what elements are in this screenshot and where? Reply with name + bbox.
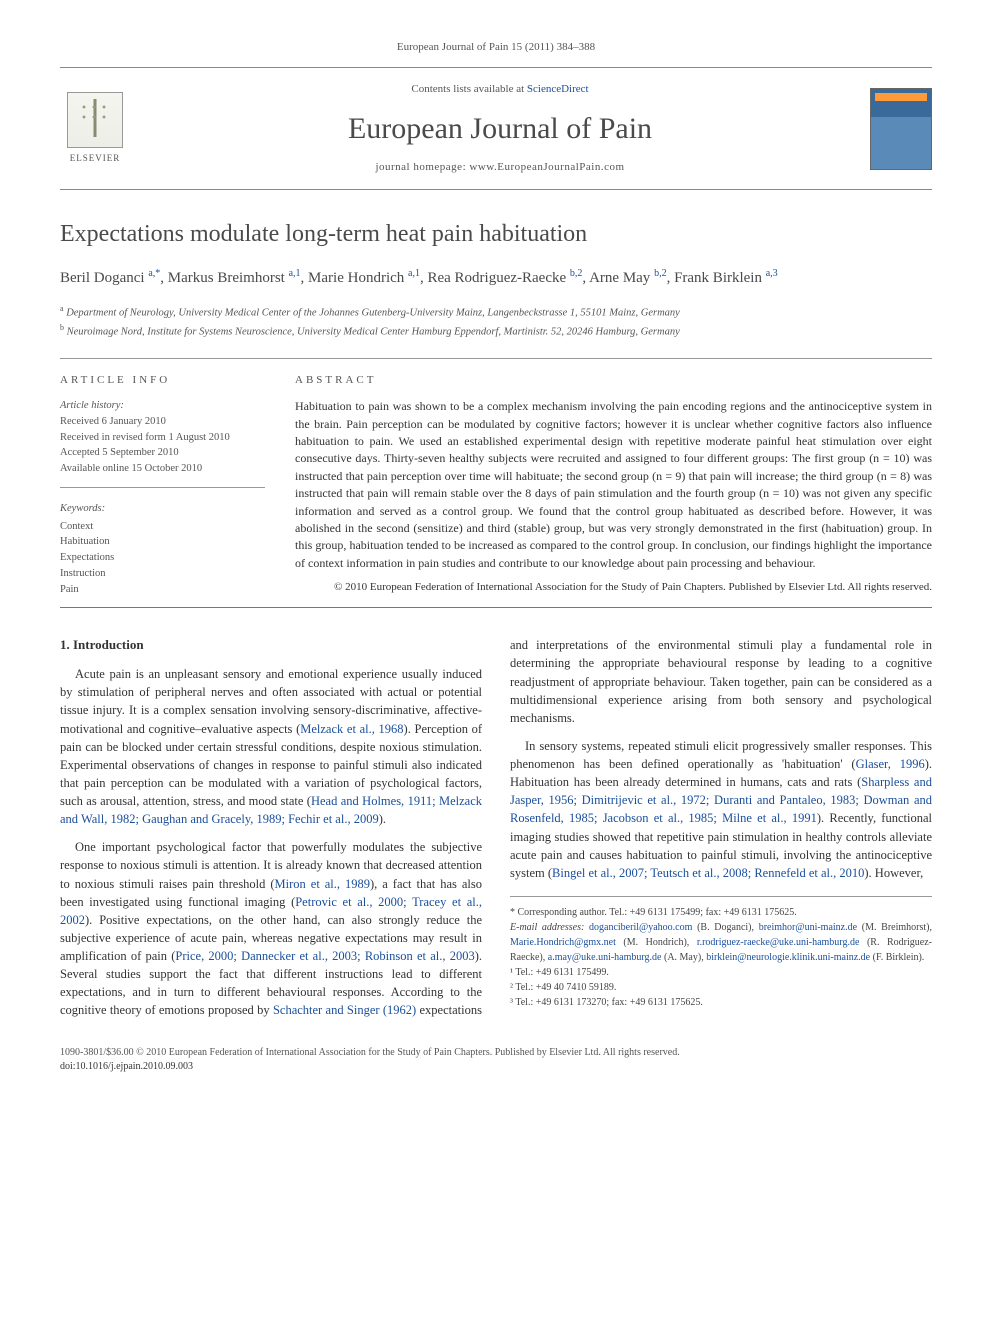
journal-cover-thumbnail (870, 88, 932, 170)
history-line: Accepted 5 September 2010 (60, 445, 265, 461)
section-number: 1. (60, 637, 70, 652)
abstract: ABSTRACT Habituation to pain was shown t… (295, 373, 932, 598)
info-abstract-row: ARTICLE INFO Article history: Received 6… (60, 373, 932, 598)
keywords-label: Keywords: (60, 502, 265, 517)
affiliation: b Neuroimage Nord, Institute for Systems… (60, 322, 932, 340)
body-paragraph: In sensory systems, repeated stimuli eli… (510, 737, 932, 882)
keyword: Expectations (60, 550, 265, 566)
email-link[interactable]: birklein@neurologie.klinik.uni-mainz.de (706, 952, 870, 963)
abstract-copyright: © 2010 European Federation of Internatio… (295, 580, 932, 595)
email-addresses: E-mail addresses: doganciberil@yahoo.com… (510, 920, 932, 965)
history-line: Received in revised form 1 August 2010 (60, 430, 265, 446)
article-body: 1. Introduction Acute pain is an unpleas… (60, 636, 932, 1019)
article-info-heading: ARTICLE INFO (60, 373, 265, 388)
email-link[interactable]: a.may@uke.uni-hamburg.de (548, 952, 662, 963)
tel-line: ² Tel.: +49 40 7410 59189. (510, 980, 932, 995)
header-center: Contents lists available at ScienceDirec… (130, 82, 870, 175)
abstract-heading: ABSTRACT (295, 373, 932, 388)
homepage-url: www.EuropeanJournalPain.com (469, 161, 624, 173)
history-label: Article history: (60, 398, 265, 414)
doi: doi:10.1016/j.ejpain.2010.09.003 (60, 1060, 932, 1074)
keyword: Instruction (60, 566, 265, 582)
history-line: Available online 15 October 2010 (60, 461, 265, 477)
body-paragraph: Acute pain is an unpleasant sensory and … (60, 665, 482, 828)
keywords-list: ContextHabituationExpectationsInstructio… (60, 519, 265, 598)
email-link[interactable]: breimhor@uni-mainz.de (759, 922, 857, 933)
affiliation: a Department of Neurology, University Me… (60, 303, 932, 321)
keyword: Habituation (60, 534, 265, 550)
citation-line: European Journal of Pain 15 (2011) 384–3… (60, 40, 932, 55)
tel-line: ¹ Tel.: +49 6131 175499. (510, 965, 932, 980)
journal-name: European Journal of Pain (130, 108, 870, 150)
abstract-text: Habituation to pain was shown to be a co… (295, 398, 932, 572)
footer-copyright: 1090-3801/$36.00 © 2010 European Federat… (60, 1046, 932, 1060)
journal-header: ELSEVIER Contents lists available at Sci… (60, 67, 932, 190)
article-info: ARTICLE INFO Article history: Received 6… (60, 373, 265, 598)
journal-homepage: journal homepage: www.EuropeanJournalPai… (130, 160, 870, 175)
footnotes: * Corresponding author. Tel.: +49 6131 1… (510, 896, 932, 1010)
article-history: Article history: Received 6 January 2010… (60, 398, 265, 488)
homepage-prefix: journal homepage: (375, 161, 469, 173)
tel-line: ³ Tel.: +49 6131 173270; fax: +49 6131 1… (510, 995, 932, 1010)
email-link[interactable]: Marie.Hondrich@gmx.net (510, 937, 616, 948)
sciencedirect-link[interactable]: ScienceDirect (527, 83, 589, 95)
affiliations: a Department of Neurology, University Me… (60, 303, 932, 340)
section-heading: 1. Introduction (60, 636, 482, 655)
section-title: Introduction (73, 637, 144, 652)
elsevier-tree-icon (67, 92, 123, 148)
divider (60, 358, 932, 359)
history-line: Received 6 January 2010 (60, 414, 265, 430)
article-title: Expectations modulate long-term heat pai… (60, 218, 932, 252)
email-link[interactable]: doganciberil@yahoo.com (589, 922, 692, 933)
author-list: Beril Doganci a,*, Markus Breimhorst a,1… (60, 266, 932, 290)
email-link[interactable]: r.rodriguez-raecke@uke.uni-hamburg.de (697, 937, 860, 948)
divider (60, 607, 932, 608)
publisher-name: ELSEVIER (70, 152, 121, 165)
keyword: Context (60, 519, 265, 535)
page-footer: 1090-3801/$36.00 © 2010 European Federat… (60, 1046, 932, 1074)
contents-available: Contents lists available at ScienceDirec… (130, 82, 870, 97)
publisher-logo: ELSEVIER (60, 90, 130, 168)
contents-prefix: Contents lists available at (411, 83, 526, 95)
keyword: Pain (60, 582, 265, 598)
corresponding-author: * Corresponding author. Tel.: +49 6131 1… (510, 905, 932, 920)
